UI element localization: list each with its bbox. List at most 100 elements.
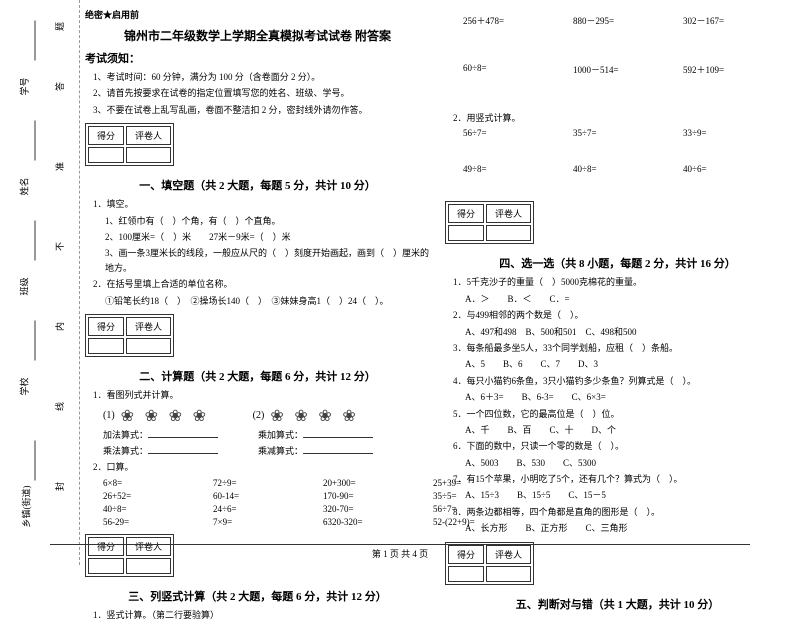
expr: 1000－514= xyxy=(573,63,643,76)
notice-title: 考试须知： xyxy=(85,50,430,66)
oral-row: 40÷8=24÷6=320-70=56÷7= xyxy=(103,504,430,514)
equation-row: 加法算式： 乘加算式： xyxy=(103,428,430,441)
expr: 170-90= xyxy=(323,491,393,501)
vert-row: 60÷8= 1000－514= 592＋109= xyxy=(463,63,790,76)
bind-label: 学校 xyxy=(18,377,31,395)
bind-line xyxy=(35,21,36,61)
expr: 592＋109= xyxy=(683,63,753,76)
oral-row: 26+52=60-14=170-90=35÷5= xyxy=(103,491,430,501)
left-column: 绝密★启用前 锦州市二年级数学上学期全真模拟考试试卷 附答案 考试须知： 1、考… xyxy=(85,8,430,624)
grader-cell: 评卷人 xyxy=(486,204,531,223)
bind-label: 班级 xyxy=(18,277,31,295)
seal-marker: 题 xyxy=(53,22,66,31)
choice-opts: A、6＋3= B、6-3= C、6×3= xyxy=(465,390,790,404)
question-item: 2、100厘米=（ ）米 27米－9米=（ ）米 xyxy=(105,230,430,244)
eq-label: 加法算式： xyxy=(103,430,148,440)
section-header: 三、列竖式计算（共 2 大题，每题 6 分，共计 12 分） xyxy=(85,588,430,604)
blank xyxy=(303,428,373,438)
choice-q: 5．一个四位数，它的最高位是（ ）位。 xyxy=(453,407,790,421)
exam-title: 锦州市二年级数学上学期全真模拟考试试卷 附答案 xyxy=(85,27,430,44)
secret-mark: 绝密★启用前 xyxy=(85,8,430,21)
section-header: 二、计算题（共 2 大题，每题 6 分，共计 12 分） xyxy=(85,368,430,384)
flower-icon xyxy=(342,406,360,424)
bind-label: 学号 xyxy=(18,77,31,95)
seal-marker: 线 xyxy=(53,402,66,411)
eq-label: 乘减算式： xyxy=(258,446,303,456)
choice-q: 4．每只小猫钓6条鱼，3只小猫钓多少条鱼？列算式是（ ）。 xyxy=(453,374,790,388)
section-header: 五、判断对与错（共 1 大题，共计 10 分） xyxy=(445,596,790,612)
expr: 880－295= xyxy=(573,14,643,27)
expr: 256＋478= xyxy=(463,14,533,27)
right-column: 256＋478= 880－295= 302－167= 60÷8= 1000－514= 5… xyxy=(445,8,790,624)
flower-icon xyxy=(270,406,288,424)
fig-num: (1) xyxy=(103,410,115,421)
blank xyxy=(148,428,218,438)
expr: 56÷7= xyxy=(463,128,533,138)
question-stem: 2．口算。 xyxy=(93,460,430,474)
flower-icon xyxy=(318,406,336,424)
grader-cell: 评卷人 xyxy=(126,317,171,336)
seal-marker: 封 xyxy=(53,482,66,491)
choice-opts: A、497和498 B、500和501 C、498和500 xyxy=(465,325,790,339)
binding-margin: 乡镇(街道) 学校 班级 姓名 学号 封 线 内 不 准 答 题 xyxy=(0,0,80,565)
expr: 56-29= xyxy=(103,517,173,527)
flower-icon xyxy=(169,406,187,424)
expr: 20+300= xyxy=(323,478,393,488)
bind-label: 乡镇(街道) xyxy=(20,486,33,528)
expr: 320-70= xyxy=(323,504,393,514)
choice-opts: A、15÷3 B、15÷5 C、15－5 xyxy=(465,488,790,502)
section-header: 一、填空题（共 2 大题，每题 5 分，共计 10 分） xyxy=(85,177,430,193)
bind-line xyxy=(35,321,36,361)
choice-opts: A、5003 B、530 C、5300 xyxy=(465,456,790,470)
expr: 40÷8= xyxy=(573,164,643,174)
score-box: 得分 评卷人 xyxy=(445,201,534,244)
expr: 26+52= xyxy=(103,491,173,501)
choice-opts: A．＞ B．＜ C．= xyxy=(465,292,790,306)
page-footer: 第 1 页 共 4 页 xyxy=(0,544,800,560)
vert-row: 49÷8=40÷8=40÷6= xyxy=(463,164,790,174)
expr: 24÷6= xyxy=(213,504,283,514)
score-box: 得分 评卷人 xyxy=(85,314,174,357)
figure-row: (1) (2) xyxy=(103,406,430,424)
oral-row: 56-29=7×9=6320-320=52-(22+9)= xyxy=(103,517,430,527)
expr: 302－167= xyxy=(683,14,753,27)
seal-marker: 准 xyxy=(53,162,66,171)
score-cell: 得分 xyxy=(448,204,484,223)
question-stem: 2．用竖式计算。 xyxy=(453,111,790,125)
choice-q: 2．与499相邻的两个数是（ ）。 xyxy=(453,308,790,322)
choice-q: 1．5千克沙子的重量（ ）5000克棉花的重量。 xyxy=(453,275,790,289)
vert-row: 256＋478= 880－295= 302－167= xyxy=(463,14,790,27)
bind-line xyxy=(35,441,36,481)
expr: 40÷8= xyxy=(103,504,173,514)
vert-row: 56÷7=35÷7=33÷9= xyxy=(463,128,790,138)
bind-label: 姓名 xyxy=(18,177,31,195)
question-item: 1、红领巾有（ ）个角，有（ ）个直角。 xyxy=(105,214,430,228)
notice-item: 2、请首先按要求在试卷的指定位置填写您的姓名、班级、学号。 xyxy=(93,86,430,100)
fig-num: (2) xyxy=(253,410,265,421)
grader-cell: 评卷人 xyxy=(126,126,171,145)
choice-opts: A、千 B、百 C、十 D、个 xyxy=(465,423,790,437)
expr: 40÷6= xyxy=(683,164,753,174)
expr: 6×8= xyxy=(103,478,173,488)
choice-opts: A、5 B、6 C、7 D、3 xyxy=(465,357,790,371)
expr: 60÷8= xyxy=(463,63,533,76)
flower-icon xyxy=(193,406,211,424)
bind-line xyxy=(35,121,36,161)
expr: 60-14= xyxy=(213,491,283,501)
section-header: 四、选一选（共 8 小题，每题 2 分，共计 16 分） xyxy=(445,255,790,271)
blank xyxy=(148,444,218,454)
oral-row: 6×8=72÷9=20+300=25+39= xyxy=(103,478,430,488)
choice-opts: A、长方形 B、正方形 C、三角形 xyxy=(465,521,790,535)
question-stem: 2．在括号里填上合适的单位名称。 xyxy=(93,277,430,291)
choice-q: 6．下面的数中，只读一个零的数是（ ）。 xyxy=(453,439,790,453)
score-box: 得分 评卷人 xyxy=(85,123,174,166)
question-stem: 1．看图列式并计算。 xyxy=(93,388,430,402)
question-item: ①铅笔长约18（ ） ②操场长140（ ） ③妹妹身高1（ ）24（ ）。 xyxy=(105,294,430,308)
question-item: 3、画一条3厘米长的线段，一般应从尺的（ ）刻度开始画起，画到（ ）厘米的地方。 xyxy=(105,246,430,275)
expr: 33÷9= xyxy=(683,128,753,138)
question-stem: 1．竖式计算。（第二行要验算） xyxy=(93,608,430,622)
question-stem: 1．填空。 xyxy=(93,197,430,211)
blank xyxy=(303,444,373,454)
choice-q: 7．有15个苹果，小明吃了5个，还有几个？算式为（ ）。 xyxy=(453,472,790,486)
expr: 72÷9= xyxy=(213,478,283,488)
